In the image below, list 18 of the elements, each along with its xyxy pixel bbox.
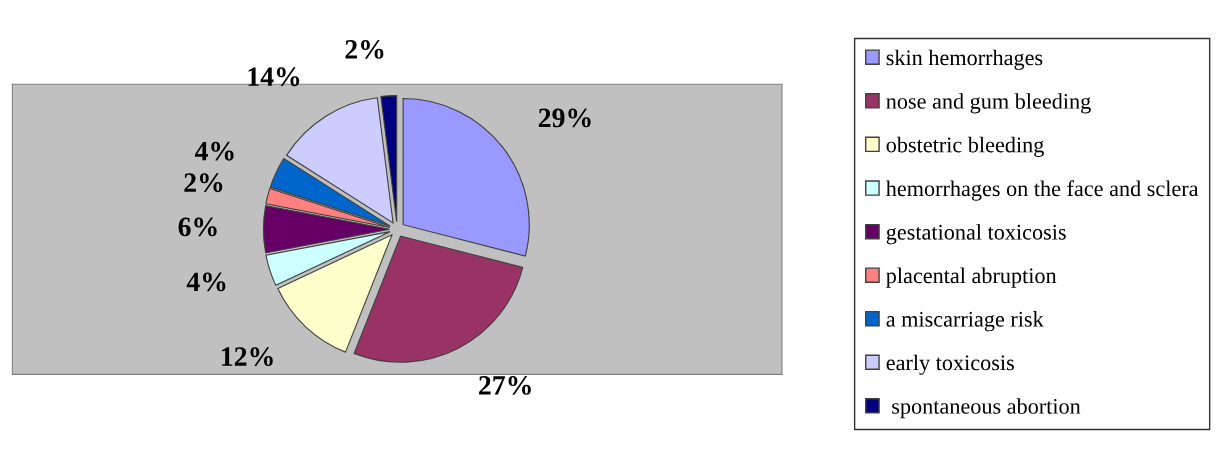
data-label: 2%	[184, 173, 223, 193]
legend-label: spontaneous abortion	[892, 398, 1081, 419]
data-label: 27%	[479, 376, 531, 395]
legend-label: nose and gum bleeding	[886, 93, 1091, 114]
legend-label: obstetric bleeding	[886, 136, 1044, 157]
legend-label: early toxicosis	[886, 354, 1014, 375]
legend-label: hemorrhages on the face and sclera	[885, 180, 1199, 201]
data-label: 14%	[248, 67, 300, 87]
data-label: 6%	[178, 217, 217, 237]
data-label: 4%	[194, 141, 234, 161]
legend-label: skin hemorrhages	[886, 49, 1043, 70]
data-label: 29%	[538, 108, 591, 128]
data-label: 2%	[345, 40, 384, 59]
legend-label: placental abruption	[886, 267, 1057, 288]
data-label: 12%	[222, 347, 273, 367]
data-label: 4%	[186, 272, 226, 292]
legend-label: a miscarriage risk	[886, 311, 1044, 332]
legend-label: gestational toxicosis	[886, 224, 1066, 245]
